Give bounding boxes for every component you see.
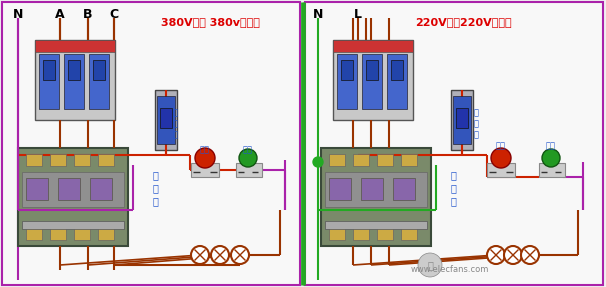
Bar — [35, 40, 115, 52]
Text: 斷: 斷 — [473, 108, 479, 117]
Bar — [43, 60, 55, 80]
Bar — [487, 163, 515, 177]
Circle shape — [211, 246, 229, 264]
Bar — [325, 172, 427, 207]
Bar — [89, 54, 109, 109]
Bar — [93, 60, 105, 80]
Bar — [361, 178, 383, 200]
Bar — [362, 54, 382, 109]
Bar — [329, 178, 351, 200]
Text: 路: 路 — [173, 119, 178, 129]
Text: 啟動: 啟動 — [546, 141, 556, 150]
Text: www.elecfans.com: www.elecfans.com — [411, 265, 489, 274]
Bar — [337, 54, 357, 109]
Circle shape — [521, 246, 539, 264]
Text: 接: 接 — [152, 170, 158, 180]
Bar — [39, 54, 59, 109]
Circle shape — [504, 246, 522, 264]
Bar — [74, 228, 90, 240]
Circle shape — [491, 148, 511, 168]
Bar — [321, 148, 431, 246]
Bar — [98, 154, 114, 166]
Circle shape — [487, 246, 505, 264]
Text: 觸: 觸 — [450, 183, 456, 193]
Bar — [22, 172, 124, 207]
Bar — [401, 228, 417, 240]
Bar — [50, 154, 66, 166]
Text: 路: 路 — [473, 119, 479, 129]
Circle shape — [418, 253, 442, 277]
Bar — [35, 40, 115, 120]
Text: 器: 器 — [450, 196, 456, 206]
Bar — [387, 54, 407, 109]
Bar — [74, 154, 90, 166]
Bar — [401, 154, 417, 166]
Circle shape — [195, 148, 215, 168]
Text: 停止: 停止 — [200, 146, 210, 154]
Bar — [18, 148, 128, 246]
Circle shape — [313, 157, 323, 167]
Bar — [26, 228, 42, 240]
Text: 觸: 觸 — [152, 183, 158, 193]
Bar — [341, 60, 353, 80]
Bar — [377, 154, 393, 166]
Bar — [305, 2, 603, 285]
Text: N: N — [13, 7, 23, 20]
Circle shape — [239, 149, 257, 167]
Bar — [353, 228, 369, 240]
Bar — [333, 40, 413, 52]
Bar — [160, 108, 172, 128]
Bar — [191, 163, 219, 177]
Bar — [68, 60, 80, 80]
Text: 220V电源220V接触器: 220V电源220V接触器 — [415, 17, 511, 27]
Bar — [58, 178, 80, 200]
Text: L: L — [354, 7, 362, 20]
Text: 器: 器 — [152, 196, 158, 206]
Bar — [157, 96, 175, 144]
Bar — [50, 228, 66, 240]
Text: 停止: 停止 — [496, 141, 506, 150]
Text: C: C — [110, 7, 119, 20]
Bar — [2, 2, 300, 285]
Bar — [377, 228, 393, 240]
Text: N: N — [313, 7, 323, 20]
Bar — [155, 90, 177, 150]
Bar — [539, 163, 565, 177]
Bar — [353, 154, 369, 166]
Text: A: A — [55, 7, 65, 20]
Text: 电: 电 — [427, 260, 433, 270]
Bar — [64, 54, 84, 109]
Text: 380V电源 380v接触器: 380V电源 380v接触器 — [161, 17, 259, 27]
Text: B: B — [83, 7, 93, 20]
Bar — [366, 60, 378, 80]
Text: 斷: 斷 — [173, 108, 178, 117]
Text: 器: 器 — [173, 131, 178, 139]
Bar — [393, 178, 415, 200]
Bar — [325, 221, 427, 229]
Text: 器: 器 — [473, 131, 479, 139]
Bar — [456, 108, 468, 128]
Bar — [451, 90, 473, 150]
Bar — [26, 154, 42, 166]
Text: 接: 接 — [450, 170, 456, 180]
Bar — [391, 60, 403, 80]
Bar — [453, 96, 471, 144]
Circle shape — [542, 149, 560, 167]
Bar — [90, 178, 112, 200]
Bar — [26, 178, 48, 200]
Bar — [22, 221, 124, 229]
Text: 啟動: 啟動 — [243, 146, 253, 154]
Bar — [333, 40, 413, 120]
Bar — [236, 163, 262, 177]
Bar — [329, 154, 345, 166]
Bar — [329, 228, 345, 240]
Circle shape — [191, 246, 209, 264]
Bar — [98, 228, 114, 240]
Circle shape — [231, 246, 249, 264]
